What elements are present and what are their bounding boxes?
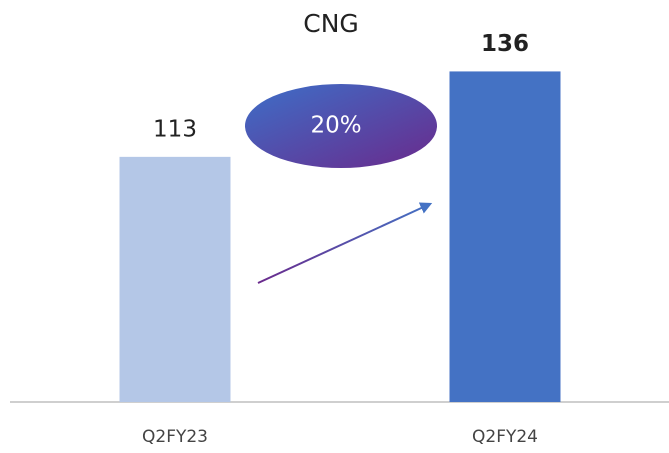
- bar: [119, 156, 231, 402]
- value-label: 113: [153, 116, 197, 142]
- x-tick-label: Q2FY24: [472, 427, 538, 447]
- growth-annotation: 20%: [310, 113, 361, 139]
- x-tick-label: Q2FY23: [142, 427, 208, 447]
- chart-title: CNG: [303, 9, 359, 38]
- value-label: 136: [481, 31, 529, 57]
- bar: [449, 71, 561, 402]
- growth-arrow: [257, 202, 433, 284]
- growth-ellipse: [245, 84, 437, 168]
